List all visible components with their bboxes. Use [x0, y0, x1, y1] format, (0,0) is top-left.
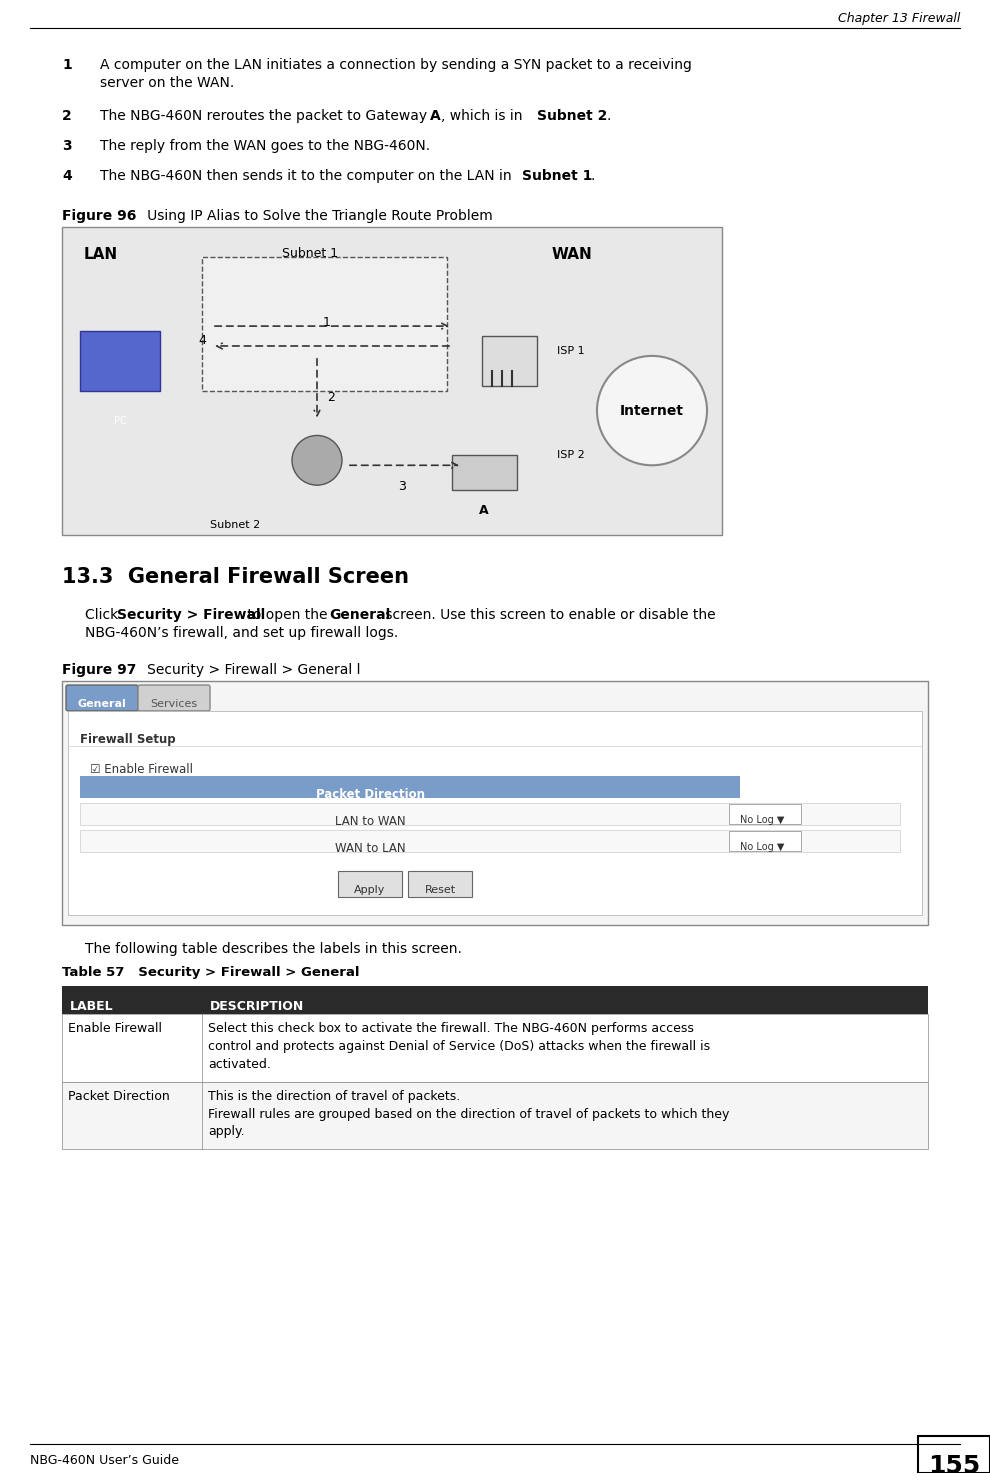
Bar [62, 986, 928, 1014]
Text: Firewall Setup: Firewall Setup [80, 732, 175, 745]
Text: NBG-460N’s firewall, and set up firewall logs.: NBG-460N’s firewall, and set up firewall… [85, 627, 398, 640]
Bar [202, 256, 447, 391]
Bar [62, 1082, 928, 1150]
Bar [482, 336, 537, 385]
Text: WAN to LAN: WAN to LAN [335, 842, 405, 855]
Text: Services: Services [150, 700, 198, 708]
Text: ISP 2: ISP 2 [557, 451, 585, 461]
Text: 4: 4 [198, 333, 206, 347]
Text: PC: PC [114, 415, 127, 425]
Text: Security > Firewall: Security > Firewall [117, 609, 265, 622]
Bar [918, 1436, 990, 1473]
Text: DESCRIPTION: DESCRIPTION [210, 1000, 304, 1014]
Text: No Log ▼: No Log ▼ [740, 842, 784, 852]
Bar [452, 455, 517, 491]
Text: activated.: activated. [208, 1058, 271, 1071]
FancyBboxPatch shape [408, 871, 472, 897]
Text: Figure 97: Figure 97 [62, 662, 137, 677]
FancyBboxPatch shape [66, 685, 138, 711]
Text: LABEL: LABEL [70, 1000, 114, 1014]
Text: Click: Click [85, 609, 123, 622]
Text: to open the: to open the [243, 609, 332, 622]
Bar [80, 830, 900, 852]
FancyBboxPatch shape [338, 871, 402, 897]
Text: General: General [329, 609, 390, 622]
FancyBboxPatch shape [138, 685, 210, 711]
Text: Packet Direction: Packet Direction [316, 788, 425, 802]
Text: Reset: Reset [425, 885, 455, 895]
Text: A: A [430, 110, 441, 123]
Text: A computer on the LAN initiates a connection by sending a SYN packet to a receiv: A computer on the LAN initiates a connec… [100, 58, 692, 71]
Bar [62, 227, 722, 535]
Text: 13.3  General Firewall Screen: 13.3 General Firewall Screen [62, 566, 409, 587]
Text: Chapter 13 Firewall: Chapter 13 Firewall [838, 12, 960, 25]
Text: No Log ▼: No Log ▼ [740, 815, 784, 825]
Text: , which is in: , which is in [441, 110, 527, 123]
Text: 2: 2 [327, 391, 335, 403]
FancyBboxPatch shape [729, 805, 801, 824]
Text: LAN: LAN [84, 246, 118, 261]
Text: Subnet 2: Subnet 2 [210, 520, 260, 531]
Circle shape [597, 356, 707, 465]
Text: Select this check box to activate the firewall. The NBG-460N performs access: Select this check box to activate the fi… [208, 1023, 694, 1034]
Text: screen. Use this screen to enable or disable the: screen. Use this screen to enable or dis… [381, 609, 716, 622]
Text: Firewall rules are grouped based on the direction of travel of packets to which : Firewall rules are grouped based on the … [208, 1107, 730, 1120]
Text: The NBG-460N then sends it to the computer on the LAN in: The NBG-460N then sends it to the comput… [100, 169, 516, 182]
Text: LAN to WAN: LAN to WAN [335, 815, 405, 828]
Text: 155: 155 [928, 1454, 980, 1478]
Text: Using IP Alias to Solve the Triangle Route Problem: Using IP Alias to Solve the Triangle Rou… [134, 209, 493, 222]
Text: .: . [590, 169, 594, 182]
Text: NBG-460N User’s Guide: NBG-460N User’s Guide [30, 1454, 179, 1467]
Bar [62, 682, 928, 925]
Text: The following table describes the labels in this screen.: The following table describes the labels… [85, 943, 462, 956]
Text: Subnet 2: Subnet 2 [537, 110, 608, 123]
Text: 3: 3 [398, 480, 406, 494]
Text: Subnet 1: Subnet 1 [522, 169, 592, 182]
Bar [80, 330, 160, 391]
Text: control and protects against Denial of Service (DoS) attacks when the firewall i: control and protects against Denial of S… [208, 1040, 710, 1052]
Text: Apply: Apply [354, 885, 386, 895]
Text: 1: 1 [62, 58, 71, 71]
Text: ISP 1: ISP 1 [557, 345, 585, 356]
Text: 1: 1 [323, 316, 331, 329]
Text: Figure 96: Figure 96 [62, 209, 137, 222]
Text: ☑ Enable Firewall: ☑ Enable Firewall [90, 763, 193, 775]
Bar [80, 777, 740, 799]
Text: 3: 3 [62, 139, 71, 153]
Text: apply.: apply. [208, 1125, 245, 1138]
Bar [62, 1014, 928, 1082]
Bar [80, 803, 900, 825]
Text: Security > Firewall > General l: Security > Firewall > General l [134, 662, 360, 677]
Text: WAN: WAN [552, 246, 593, 261]
Text: 2: 2 [62, 110, 71, 123]
Text: General: General [77, 700, 127, 708]
Text: The NBG-460N reroutes the packet to Gateway: The NBG-460N reroutes the packet to Gate… [100, 110, 432, 123]
Text: Enable Firewall: Enable Firewall [68, 1023, 162, 1034]
Text: The reply from the WAN goes to the NBG-460N.: The reply from the WAN goes to the NBG-4… [100, 139, 430, 153]
Text: Subnet 1: Subnet 1 [282, 246, 339, 259]
Text: .: . [606, 110, 611, 123]
Bar [68, 711, 922, 914]
Text: Log: Log [756, 788, 780, 802]
Circle shape [292, 436, 342, 485]
Text: A: A [479, 504, 489, 517]
Text: server on the WAN.: server on the WAN. [100, 76, 235, 89]
Text: Packet Direction: Packet Direction [68, 1089, 169, 1103]
Text: Table 57   Security > Firewall > General: Table 57 Security > Firewall > General [62, 966, 359, 980]
Text: This is the direction of travel of packets.: This is the direction of travel of packe… [208, 1089, 460, 1103]
Text: Internet: Internet [620, 403, 684, 418]
Text: 4: 4 [62, 169, 71, 182]
FancyBboxPatch shape [729, 831, 801, 851]
